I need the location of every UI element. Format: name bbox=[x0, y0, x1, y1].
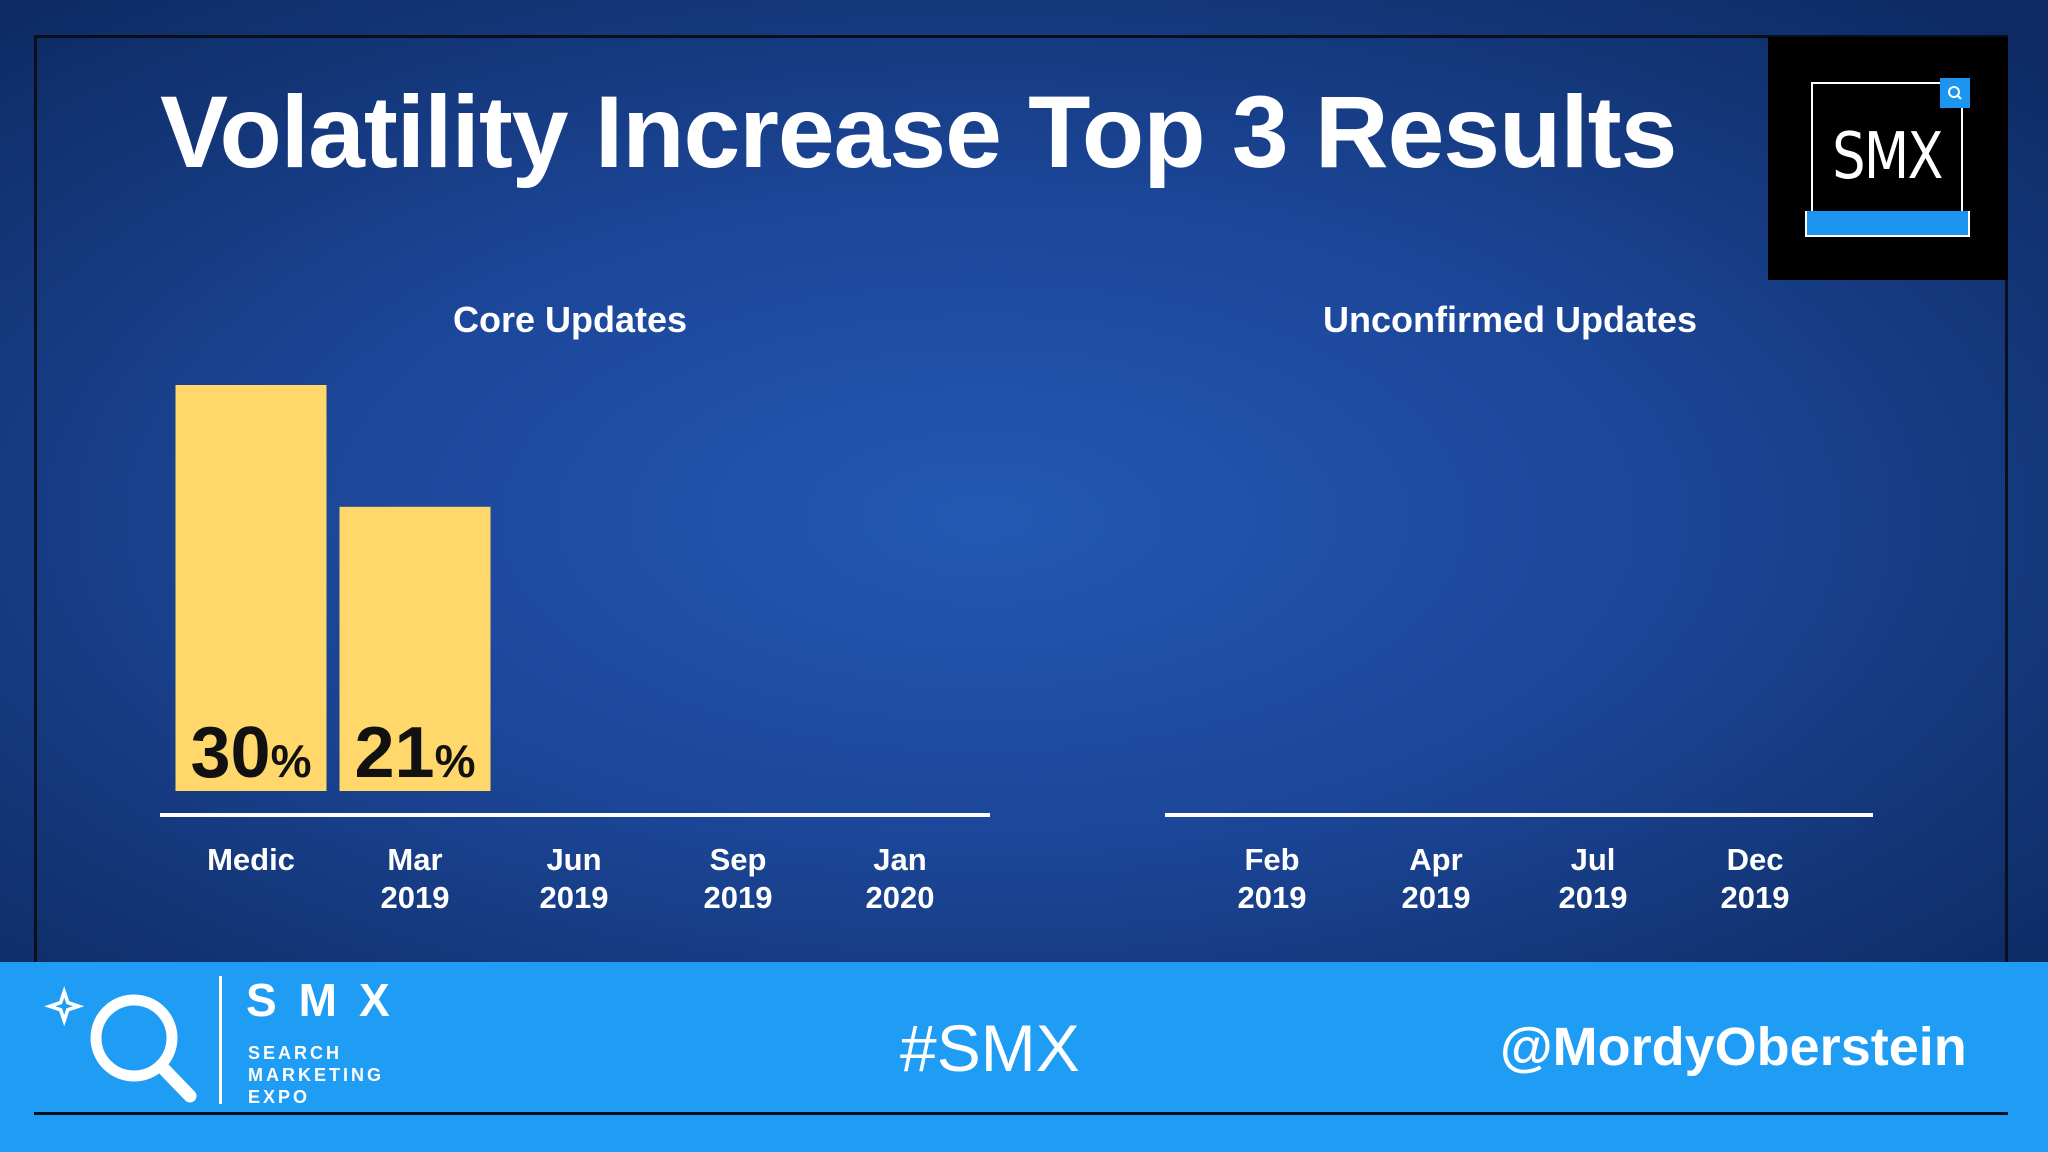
footer-brand-line-2: MARKETING bbox=[248, 1065, 384, 1085]
x-tick-label: Feb bbox=[1244, 842, 1299, 877]
footer-bar bbox=[0, 962, 2048, 1152]
x-tick-label: 2019 bbox=[1402, 880, 1471, 915]
footer-brand-line-1: SEARCH bbox=[248, 1043, 343, 1063]
frame-bottom-line bbox=[34, 1112, 2008, 1115]
x-tick-label: Dec bbox=[1727, 842, 1784, 877]
x-tick-label: Sep bbox=[710, 842, 767, 877]
smx-logo: SMX bbox=[1768, 37, 2008, 280]
x-tick-label: Medic bbox=[207, 842, 295, 877]
x-tick-label: 2019 bbox=[381, 880, 450, 915]
x-tick-label: 2019 bbox=[704, 880, 773, 915]
x-tick-label: 2019 bbox=[1721, 880, 1790, 915]
smx-logo-bar bbox=[1805, 211, 1970, 237]
x-tick-label: Jun bbox=[546, 842, 601, 877]
data-label: 30% bbox=[191, 713, 312, 793]
x-tick-label: 2019 bbox=[1238, 880, 1307, 915]
bar-charts: 30%Medic21%Mar2019Jun2019Sep2019Jan2020F… bbox=[160, 385, 1873, 915]
twitter-handle: @MordyOberstein bbox=[1500, 1017, 1967, 1077]
hashtag: #SMX bbox=[900, 1011, 1080, 1085]
footer-brand: SMX bbox=[246, 974, 412, 1026]
x-tick-label: 2020 bbox=[866, 880, 935, 915]
x-tick-label: Jul bbox=[1571, 842, 1616, 877]
search-expo-logo-icon bbox=[44, 986, 197, 1103]
x-tick-label: Mar bbox=[387, 842, 442, 877]
footer-brand-line-3: EXPO bbox=[248, 1087, 311, 1107]
data-label: 21% bbox=[355, 713, 476, 793]
x-tick-label: 2019 bbox=[540, 880, 609, 915]
x-tick-label: 2019 bbox=[1559, 880, 1628, 915]
unconfirmed-updates-title: Unconfirmed Updates bbox=[1322, 299, 1698, 340]
footer-divider bbox=[219, 976, 222, 1104]
smx-logo-text: SMX bbox=[1832, 120, 1943, 194]
magnifier-icon bbox=[1940, 78, 1970, 108]
x-tick-label: Apr bbox=[1409, 842, 1462, 877]
core-updates-title: Core Updates bbox=[452, 299, 688, 340]
slide-title: Volatility Increase Top 3 Results bbox=[160, 75, 1677, 189]
x-tick-label: Jan bbox=[873, 842, 926, 877]
bar bbox=[175, 385, 327, 791]
bar bbox=[339, 506, 491, 791]
